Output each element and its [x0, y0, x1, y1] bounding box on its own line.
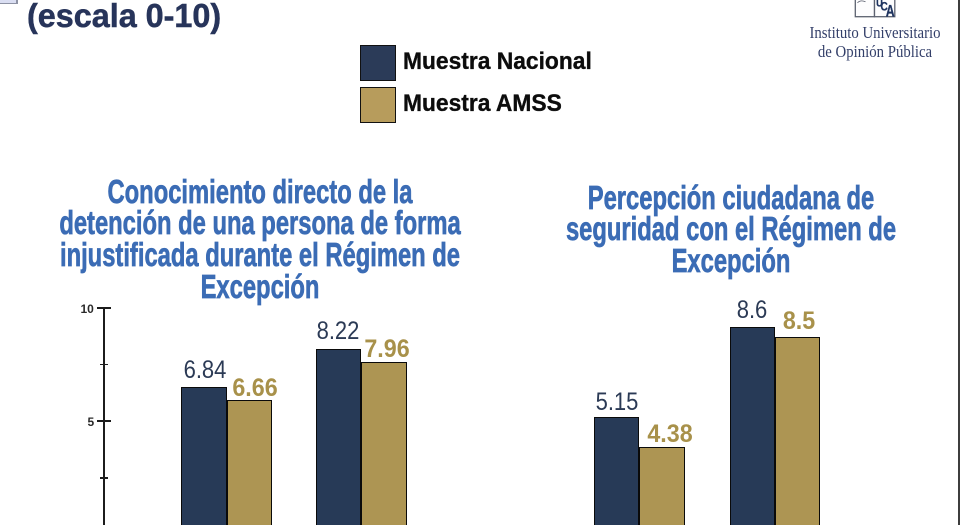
svg-text:C: C — [881, 1, 888, 14]
svg-text:A: A — [886, 3, 895, 19]
svg-text:U: U — [876, 0, 883, 10]
